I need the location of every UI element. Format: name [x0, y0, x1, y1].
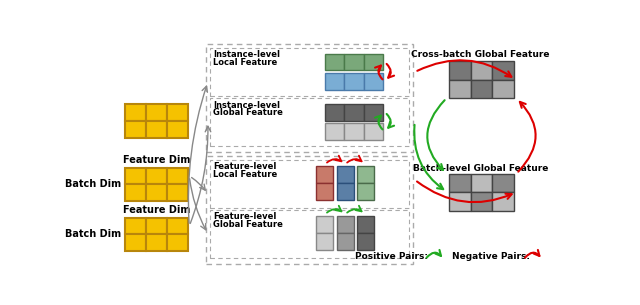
Text: Global Feature: Global Feature	[213, 220, 283, 229]
Bar	[167, 235, 188, 251]
Text: Feature-level: Feature-level	[213, 162, 276, 171]
Bar	[364, 123, 383, 140]
Text: Instance-level: Instance-level	[213, 101, 280, 109]
Bar	[470, 174, 492, 192]
Bar	[125, 121, 146, 138]
Bar	[356, 166, 374, 183]
Bar	[492, 80, 514, 98]
Text: Feature-level: Feature-level	[213, 212, 276, 221]
Bar	[316, 233, 333, 250]
Bar	[470, 61, 492, 80]
Bar	[492, 61, 514, 80]
Bar	[316, 183, 333, 200]
Text: Local Feature: Local Feature	[213, 58, 278, 67]
Bar	[146, 185, 167, 201]
Text: Batch Dim: Batch Dim	[65, 229, 121, 239]
Bar	[325, 73, 344, 90]
Bar	[167, 167, 188, 185]
Bar	[146, 121, 167, 138]
Text: Local Feature: Local Feature	[213, 170, 278, 179]
Bar	[167, 185, 188, 201]
Bar	[146, 167, 167, 185]
Bar	[316, 166, 333, 183]
Bar	[210, 160, 408, 207]
Bar	[344, 123, 364, 140]
Bar	[492, 174, 514, 192]
Bar	[325, 54, 344, 70]
Bar	[167, 104, 188, 121]
Bar	[325, 123, 344, 140]
Text: Feature Dim: Feature Dim	[123, 155, 190, 165]
Bar	[206, 156, 413, 264]
Bar	[449, 80, 470, 98]
Bar	[344, 73, 364, 90]
Text: Instance-level: Instance-level	[213, 50, 280, 59]
Bar	[364, 104, 383, 120]
Bar	[210, 98, 408, 146]
Bar	[206, 44, 413, 152]
Text: Cross-batch Global Feature: Cross-batch Global Feature	[412, 50, 550, 59]
Bar	[364, 54, 383, 70]
Bar	[449, 192, 470, 211]
Text: Feature Dim: Feature Dim	[123, 205, 190, 215]
Bar	[449, 61, 470, 80]
Bar	[344, 54, 364, 70]
Bar	[492, 192, 514, 211]
Bar	[356, 233, 374, 250]
Bar	[325, 104, 344, 120]
Bar	[356, 216, 374, 233]
Bar	[337, 233, 353, 250]
Bar	[470, 80, 492, 98]
Bar	[125, 217, 146, 235]
Bar	[125, 104, 146, 121]
Bar	[364, 73, 383, 90]
Bar	[210, 48, 408, 96]
Bar	[167, 121, 188, 138]
Bar	[146, 104, 167, 121]
Bar	[449, 174, 470, 192]
Bar	[344, 104, 364, 120]
Bar	[470, 192, 492, 211]
Bar	[125, 235, 146, 251]
Text: Positive Pairs:: Positive Pairs:	[355, 252, 428, 260]
Bar	[337, 183, 353, 200]
Bar	[125, 185, 146, 201]
Bar	[316, 216, 333, 233]
Bar	[125, 167, 146, 185]
Text: Batch-level Global Feature: Batch-level Global Feature	[413, 164, 548, 173]
Bar	[167, 217, 188, 235]
Text: Batch Dim: Batch Dim	[65, 179, 121, 189]
Bar	[356, 183, 374, 200]
Bar	[337, 216, 353, 233]
Bar	[146, 217, 167, 235]
Text: Global Feature: Global Feature	[213, 108, 283, 117]
Bar	[337, 166, 353, 183]
Bar	[146, 235, 167, 251]
Bar	[210, 210, 408, 258]
Text: Negative Pairs:: Negative Pairs:	[452, 252, 530, 260]
